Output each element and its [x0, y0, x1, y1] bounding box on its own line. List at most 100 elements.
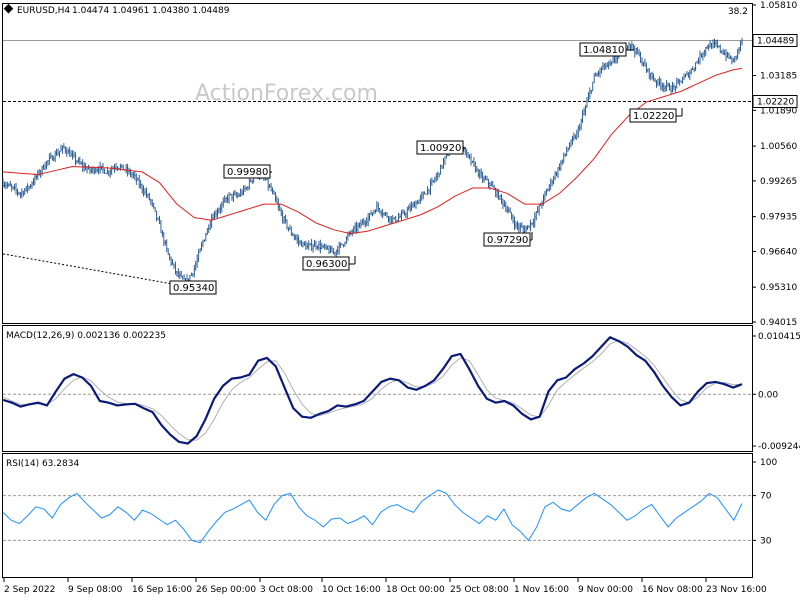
- candle: [319, 239, 321, 254]
- candle: [209, 220, 211, 231]
- rsi-tick-label: 70: [760, 492, 772, 502]
- time-axis: 2 Sep 2022 9 Sep 08:00 16 Sep 16:00 26 Sep …: [3, 578, 767, 595]
- candle: [355, 221, 358, 234]
- candle: [240, 188, 242, 197]
- candle: [705, 47, 707, 56]
- candle: [135, 173, 137, 185]
- candle: [374, 209, 376, 214]
- candle: [608, 61, 610, 70]
- candle: [144, 188, 146, 196]
- candle: [140, 179, 142, 189]
- rsi-line: [2, 489, 743, 544]
- candle: [299, 239, 301, 246]
- candle: [503, 200, 505, 207]
- candle: [702, 52, 704, 61]
- price-axis: 1.05810 1.03185 1.01890 1.00560 0.99265 0.979…: [3, 1, 798, 328]
- candle: [603, 63, 605, 71]
- candle: [164, 239, 166, 246]
- price-annotation-label: 1.04810: [583, 45, 624, 56]
- candle: [357, 222, 359, 233]
- candle: [729, 55, 732, 60]
- candle: [606, 62, 608, 68]
- candle: [732, 57, 734, 63]
- candle: [9, 180, 11, 187]
- candle: [200, 241, 203, 252]
- candle: [77, 157, 79, 164]
- candle: [473, 157, 475, 167]
- candle: [16, 188, 19, 197]
- candle: [121, 164, 123, 169]
- macd-line: [2, 336, 743, 445]
- candle: [48, 153, 50, 165]
- candle: [141, 183, 143, 194]
- candle: [71, 150, 74, 160]
- candle: [315, 240, 317, 251]
- candle: [313, 239, 316, 248]
- candle: [63, 143, 65, 149]
- candle: [161, 229, 163, 238]
- candle: [216, 207, 219, 219]
- candle: [495, 187, 497, 198]
- candle: [474, 161, 476, 173]
- candle: [579, 123, 581, 132]
- candle: [213, 211, 216, 220]
- candle: [613, 56, 616, 64]
- price-tick-label: 0.97935: [760, 213, 797, 223]
- candle: [535, 211, 537, 221]
- candle: [615, 55, 617, 64]
- candle: [728, 52, 730, 60]
- candle: [53, 155, 55, 162]
- candle: [348, 231, 350, 237]
- candle: [516, 220, 518, 231]
- candle: [655, 80, 658, 88]
- candle: [308, 240, 310, 251]
- candle: [329, 245, 332, 253]
- candle: [695, 62, 697, 72]
- candle: [428, 188, 430, 195]
- candle: [242, 185, 245, 196]
- candle: [361, 218, 363, 226]
- candle: [227, 194, 229, 204]
- candle: [202, 239, 204, 248]
- candle: [340, 242, 342, 249]
- moving-average-line: [2, 67, 743, 235]
- candle: [632, 43, 634, 51]
- symbol-label: EURUSD,H4: [17, 6, 70, 16]
- candle: [661, 82, 663, 92]
- candle: [325, 244, 327, 250]
- candle: [676, 77, 678, 89]
- candle: [238, 193, 240, 198]
- candle: [586, 97, 588, 108]
- candle: [635, 48, 637, 55]
- candle: [628, 41, 630, 51]
- candle: [174, 261, 177, 275]
- candle: [670, 85, 672, 96]
- candle: [642, 61, 645, 67]
- candle: [274, 191, 277, 203]
- candle: [332, 248, 334, 255]
- candle: [251, 179, 253, 184]
- candle: [237, 192, 239, 199]
- candle: [425, 193, 427, 195]
- candle: [686, 71, 688, 76]
- candle: [738, 47, 740, 55]
- candle: [338, 241, 340, 255]
- candle: [234, 189, 236, 196]
- candle: [218, 207, 220, 214]
- candle: [50, 152, 52, 159]
- candle: [390, 216, 392, 225]
- candle: [203, 239, 206, 242]
- candle: [76, 160, 78, 164]
- candle: [602, 62, 604, 70]
- candle: [541, 200, 543, 209]
- price-tick-label: 1.03185: [760, 72, 797, 82]
- candle: [484, 175, 487, 181]
- time-tick-label: 18 Oct 00:00: [386, 585, 445, 595]
- candle: [64, 146, 66, 154]
- candle: [683, 73, 685, 81]
- candle: [331, 245, 333, 253]
- candle: [529, 219, 532, 232]
- candle: [138, 174, 140, 189]
- rsi-axis: 100 70 30: [3, 458, 777, 546]
